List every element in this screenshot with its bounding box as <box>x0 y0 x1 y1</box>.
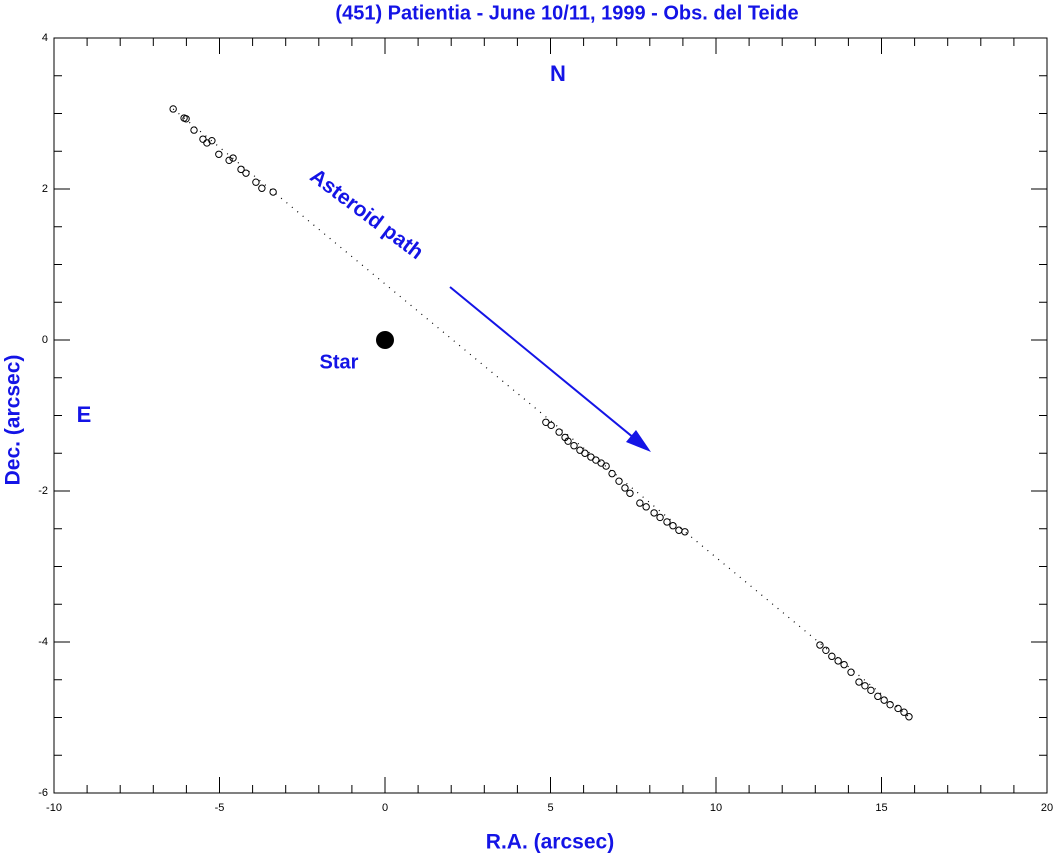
asteroid-point <box>822 646 830 655</box>
asteroid-point <box>182 115 190 123</box>
asteroid-point <box>242 169 250 177</box>
x-tick-label: -5 <box>215 802 225 814</box>
x-tick-label: -10 <box>46 802 62 814</box>
asteroid-point <box>547 421 555 430</box>
asteroid-point <box>847 668 855 676</box>
asteroid-point <box>199 135 207 143</box>
x-tick-label: 15 <box>875 802 887 814</box>
asteroid-point <box>615 477 623 485</box>
asteroid-point <box>608 469 616 478</box>
asteroid-point <box>867 686 875 695</box>
asteroid-point <box>564 437 572 445</box>
x-tick-label: 5 <box>547 802 553 814</box>
asteroid-point <box>834 657 842 665</box>
annotation: N <box>550 61 566 86</box>
asteroid-point <box>581 449 589 457</box>
y-tick-label: 4 <box>42 32 48 44</box>
y-tick-label: 2 <box>42 183 48 195</box>
asteroid-point <box>237 165 245 174</box>
asteroid-point <box>215 150 223 158</box>
asteroid-point <box>656 513 664 522</box>
y-tick-label: -4 <box>38 636 48 648</box>
asteroid-point <box>229 154 237 162</box>
x-tick-label: 20 <box>1041 802 1053 814</box>
y-tick-label: -6 <box>38 787 48 799</box>
asteroid-point <box>626 489 634 497</box>
asteroid-point <box>855 678 863 686</box>
asteroid-point <box>905 713 913 721</box>
asteroid-point <box>225 156 233 165</box>
asteroid-point <box>190 126 198 134</box>
asteroid-point <box>880 696 888 704</box>
asteroid-point <box>258 184 266 192</box>
chart-title: (451) Patientia - June 10/11, 1999 - Obs… <box>335 2 798 24</box>
asteroid-point <box>669 522 677 530</box>
asteroid-point <box>874 692 882 701</box>
asteroid-point <box>570 442 578 450</box>
asteroid-point <box>642 503 650 511</box>
star <box>376 331 394 349</box>
asteroid-point <box>681 528 689 536</box>
asteroid-point <box>886 700 894 709</box>
x-tick-label: 0 <box>382 802 388 814</box>
asteroid-point <box>636 499 644 507</box>
y-axis-label: Dec. (arcsec) <box>2 355 25 486</box>
asteroid-point <box>840 660 848 669</box>
asteroid-point <box>894 704 902 713</box>
asteroid-point <box>816 641 824 649</box>
arrow <box>449 286 651 452</box>
asteroid-point <box>602 462 610 470</box>
annotation: Star <box>320 351 359 373</box>
asteroid-point <box>621 484 629 492</box>
asteroid-point <box>861 682 869 690</box>
asteroid-point <box>663 518 671 526</box>
x-tick-label: 10 <box>710 802 722 814</box>
y-tick-label: 0 <box>42 334 48 346</box>
asteroid-point <box>252 178 260 186</box>
asteroid-point <box>555 428 563 436</box>
asteroid-point <box>828 652 836 661</box>
asteroid-point <box>169 105 177 113</box>
asteroid-point <box>675 526 683 534</box>
plot-frame <box>53 37 1048 794</box>
asteroid-point <box>900 708 908 716</box>
y-tick-label: -2 <box>38 485 48 497</box>
annotation: E <box>77 402 92 427</box>
asteroid-point <box>208 136 216 145</box>
model-path <box>172 108 910 718</box>
asteroid-point <box>650 509 658 517</box>
annotation: Asteroid path <box>306 164 428 264</box>
x-axis-label: R.A. (arcsec) <box>486 831 614 854</box>
asteroid-point <box>269 188 277 196</box>
